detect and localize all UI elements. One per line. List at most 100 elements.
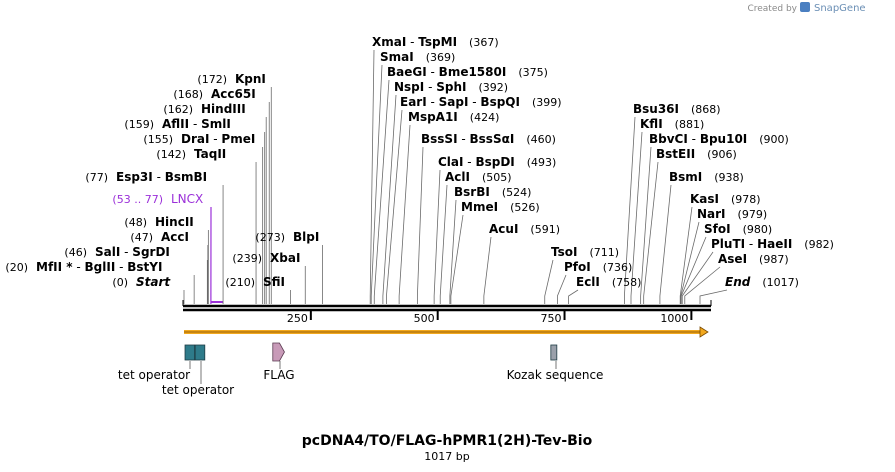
site-acci[interactable]: AccI (47) (130, 230, 189, 244)
site-acli-position: (505) (482, 171, 512, 184)
site-nspi[interactable]: NspI - SphI (392) (394, 80, 508, 94)
site-asei[interactable]: AseI (987) (718, 252, 789, 266)
branding-app: SnapGene (814, 3, 866, 14)
site-hincii-label: HincII (155, 215, 194, 229)
axis-tick-label-750: 750 (541, 312, 562, 325)
site-asei-connector (684, 266, 721, 304)
branding-created-by: Created by (747, 4, 797, 14)
site-pluti-position: (982) (804, 238, 834, 251)
site-xmai[interactable]: XmaI - TspMI (367) (372, 35, 499, 49)
site-nari-label: NarI (697, 207, 726, 221)
site-start[interactable]: Start (0) (112, 275, 171, 289)
site-sfoi-connector (680, 236, 707, 304)
site-eari-label: EarI - SapI - BspQI (400, 95, 520, 109)
site-kfli-connector (630, 131, 643, 304)
site-sfoi[interactable]: SfoI (980) (704, 222, 772, 236)
site-mspa1i[interactable]: MspA1I (424) (408, 110, 499, 124)
site-drai-label: DraI - PmeI (181, 132, 255, 146)
feature-kozak-sequence-4[interactable]: Kozak sequence (507, 344, 604, 382)
site-bsteii-label: BstEII (656, 147, 695, 161)
site-bsrbi-position: (524) (502, 186, 532, 199)
orf-arrowhead-icon (699, 326, 709, 338)
site-clai-connector (433, 169, 441, 304)
site-sfii[interactable]: SfiI (210) (225, 275, 285, 289)
site-smai-position: (369) (426, 51, 456, 64)
site-acci-label: AccI (161, 230, 189, 244)
site-mfii[interactable]: MfII * - BglII - BstYI (20) (5, 260, 162, 274)
site-ecli-label: EclI (576, 275, 600, 289)
site-xbai[interactable]: XbaI (239) (232, 251, 300, 265)
site-blpi-position: (273) (255, 231, 285, 244)
site-kasi[interactable]: KasI (978) (690, 192, 761, 206)
site-nari[interactable]: NarI (979) (697, 207, 767, 221)
site-clai[interactable]: ClaI - BspDI (493) (438, 155, 556, 169)
site-sfii-position: (210) (225, 276, 255, 289)
site-drai-position: (155) (143, 133, 173, 146)
site-tsoi-label: TsoI (551, 245, 577, 259)
site-ecli-connector (568, 289, 579, 304)
site-bsssi[interactable]: BssSI - BssSαI (460) (421, 132, 556, 146)
site-tsoi[interactable]: TsoI (711) (551, 245, 619, 259)
site-end-position: (1017) (762, 276, 799, 289)
site-acc65i[interactable]: Acc65I (168) (173, 87, 255, 101)
site-hindiii[interactable]: HindIII (162) (163, 102, 245, 116)
feature-tet-operator-2[interactable]: tet operator (162, 344, 234, 397)
sequence-title: pcDNA4/TO/FLAG-hPMR1(2H)-Tev-Bio (302, 433, 593, 449)
feature-tet-operator-1[interactable]: tet operator (118, 344, 196, 382)
site-pfoi-position: (736) (603, 261, 633, 274)
feature-flag-3[interactable]: FLAG (263, 342, 295, 382)
site-kfli-position: (881) (675, 118, 705, 131)
feature-flag-3-arrow-icon (272, 342, 285, 362)
site-baegi[interactable]: BaeGI - Bme1580I (375) (387, 65, 548, 79)
site-bsu36i[interactable]: Bsu36I (868) (633, 102, 721, 116)
site-lncx[interactable]: LNCX (53 .. 77) (112, 192, 203, 206)
site-esp3i-label: Esp3I - BsmBI (116, 170, 207, 184)
site-mmei[interactable]: MmeI (526) (461, 200, 540, 214)
site-aflii[interactable]: AflII - SmlI (159) (124, 117, 230, 131)
site-blpi[interactable]: BlpI (273) (255, 230, 319, 244)
site-acli-label: AclI (445, 170, 470, 184)
site-lncx-label: LNCX (171, 192, 203, 206)
site-acui[interactable]: AcuI (591) (489, 222, 560, 236)
site-smai-connector (370, 64, 383, 304)
site-drai[interactable]: DraI - PmeI (155) (143, 132, 255, 146)
site-eari[interactable]: EarI - SapI - BspQI (399) (400, 95, 562, 109)
site-bsmi[interactable]: BsmI (938) (669, 170, 744, 184)
site-bbvci[interactable]: BbvCI - Bpu10I (900) (649, 132, 789, 146)
site-sali-label: SalI - SgrDI (95, 245, 170, 259)
site-aflii-label: AflII - SmlI (162, 117, 231, 131)
site-nspi-position: (392) (478, 81, 508, 94)
site-ecli[interactable]: EclI (758) (576, 275, 641, 289)
site-taqii[interactable]: TaqII (142) (156, 147, 226, 161)
site-acli[interactable]: AclI (505) (445, 170, 512, 184)
site-sfii-label: SfiI (263, 275, 285, 289)
site-pluti[interactable]: PluTI - HaeII (982) (711, 237, 834, 251)
site-end[interactable]: End (1017) (725, 275, 799, 289)
site-bbvci-connector (640, 146, 652, 304)
site-hincii[interactable]: HincII (48) (124, 215, 193, 229)
site-kpni[interactable]: KpnI (172) (197, 72, 266, 86)
site-acui-position: (591) (530, 223, 560, 236)
site-bbvci-label: BbvCI - Bpu10I (649, 132, 747, 146)
site-bsteii[interactable]: BstEII (906) (656, 147, 737, 161)
site-sali[interactable]: SalI - SgrDI (46) (64, 245, 169, 259)
feature-flag-3-label: FLAG (263, 368, 294, 382)
site-pluti-label: PluTI - HaeII (711, 237, 792, 251)
site-blpi-label: BlpI (293, 230, 319, 244)
site-bsrbi-connector (449, 199, 457, 304)
site-asei-position: (987) (759, 253, 789, 266)
site-bsssi-label: BssSI - BssSαI (421, 132, 514, 146)
orf-arrow[interactable] (184, 326, 709, 338)
site-kasi-label: KasI (690, 192, 719, 206)
site-kfli[interactable]: KflI (881) (640, 117, 704, 131)
site-clai-position: (493) (527, 156, 557, 169)
site-tsoi-position: (711) (589, 246, 619, 259)
site-bsrbi[interactable]: BsrBI (524) (454, 185, 531, 199)
site-hindiii-label: HindIII (201, 102, 246, 116)
site-esp3i[interactable]: Esp3I - BsmBI (77) (85, 170, 207, 184)
site-acci-position: (47) (130, 231, 153, 244)
site-smai[interactable]: SmaI (369) (380, 50, 455, 64)
site-bsteii-position: (906) (707, 148, 737, 161)
site-pfoi[interactable]: PfoI (736) (564, 260, 632, 274)
